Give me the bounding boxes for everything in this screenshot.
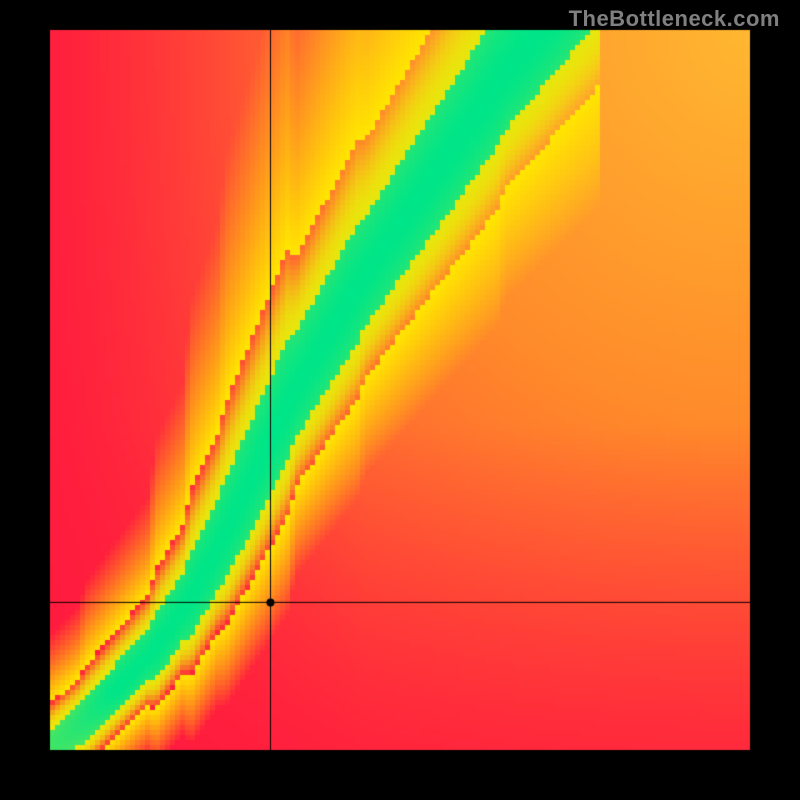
watermark-text: TheBottleneck.com <box>569 6 780 32</box>
chart-container: TheBottleneck.com <box>0 0 800 800</box>
heatmap-canvas <box>0 0 800 800</box>
